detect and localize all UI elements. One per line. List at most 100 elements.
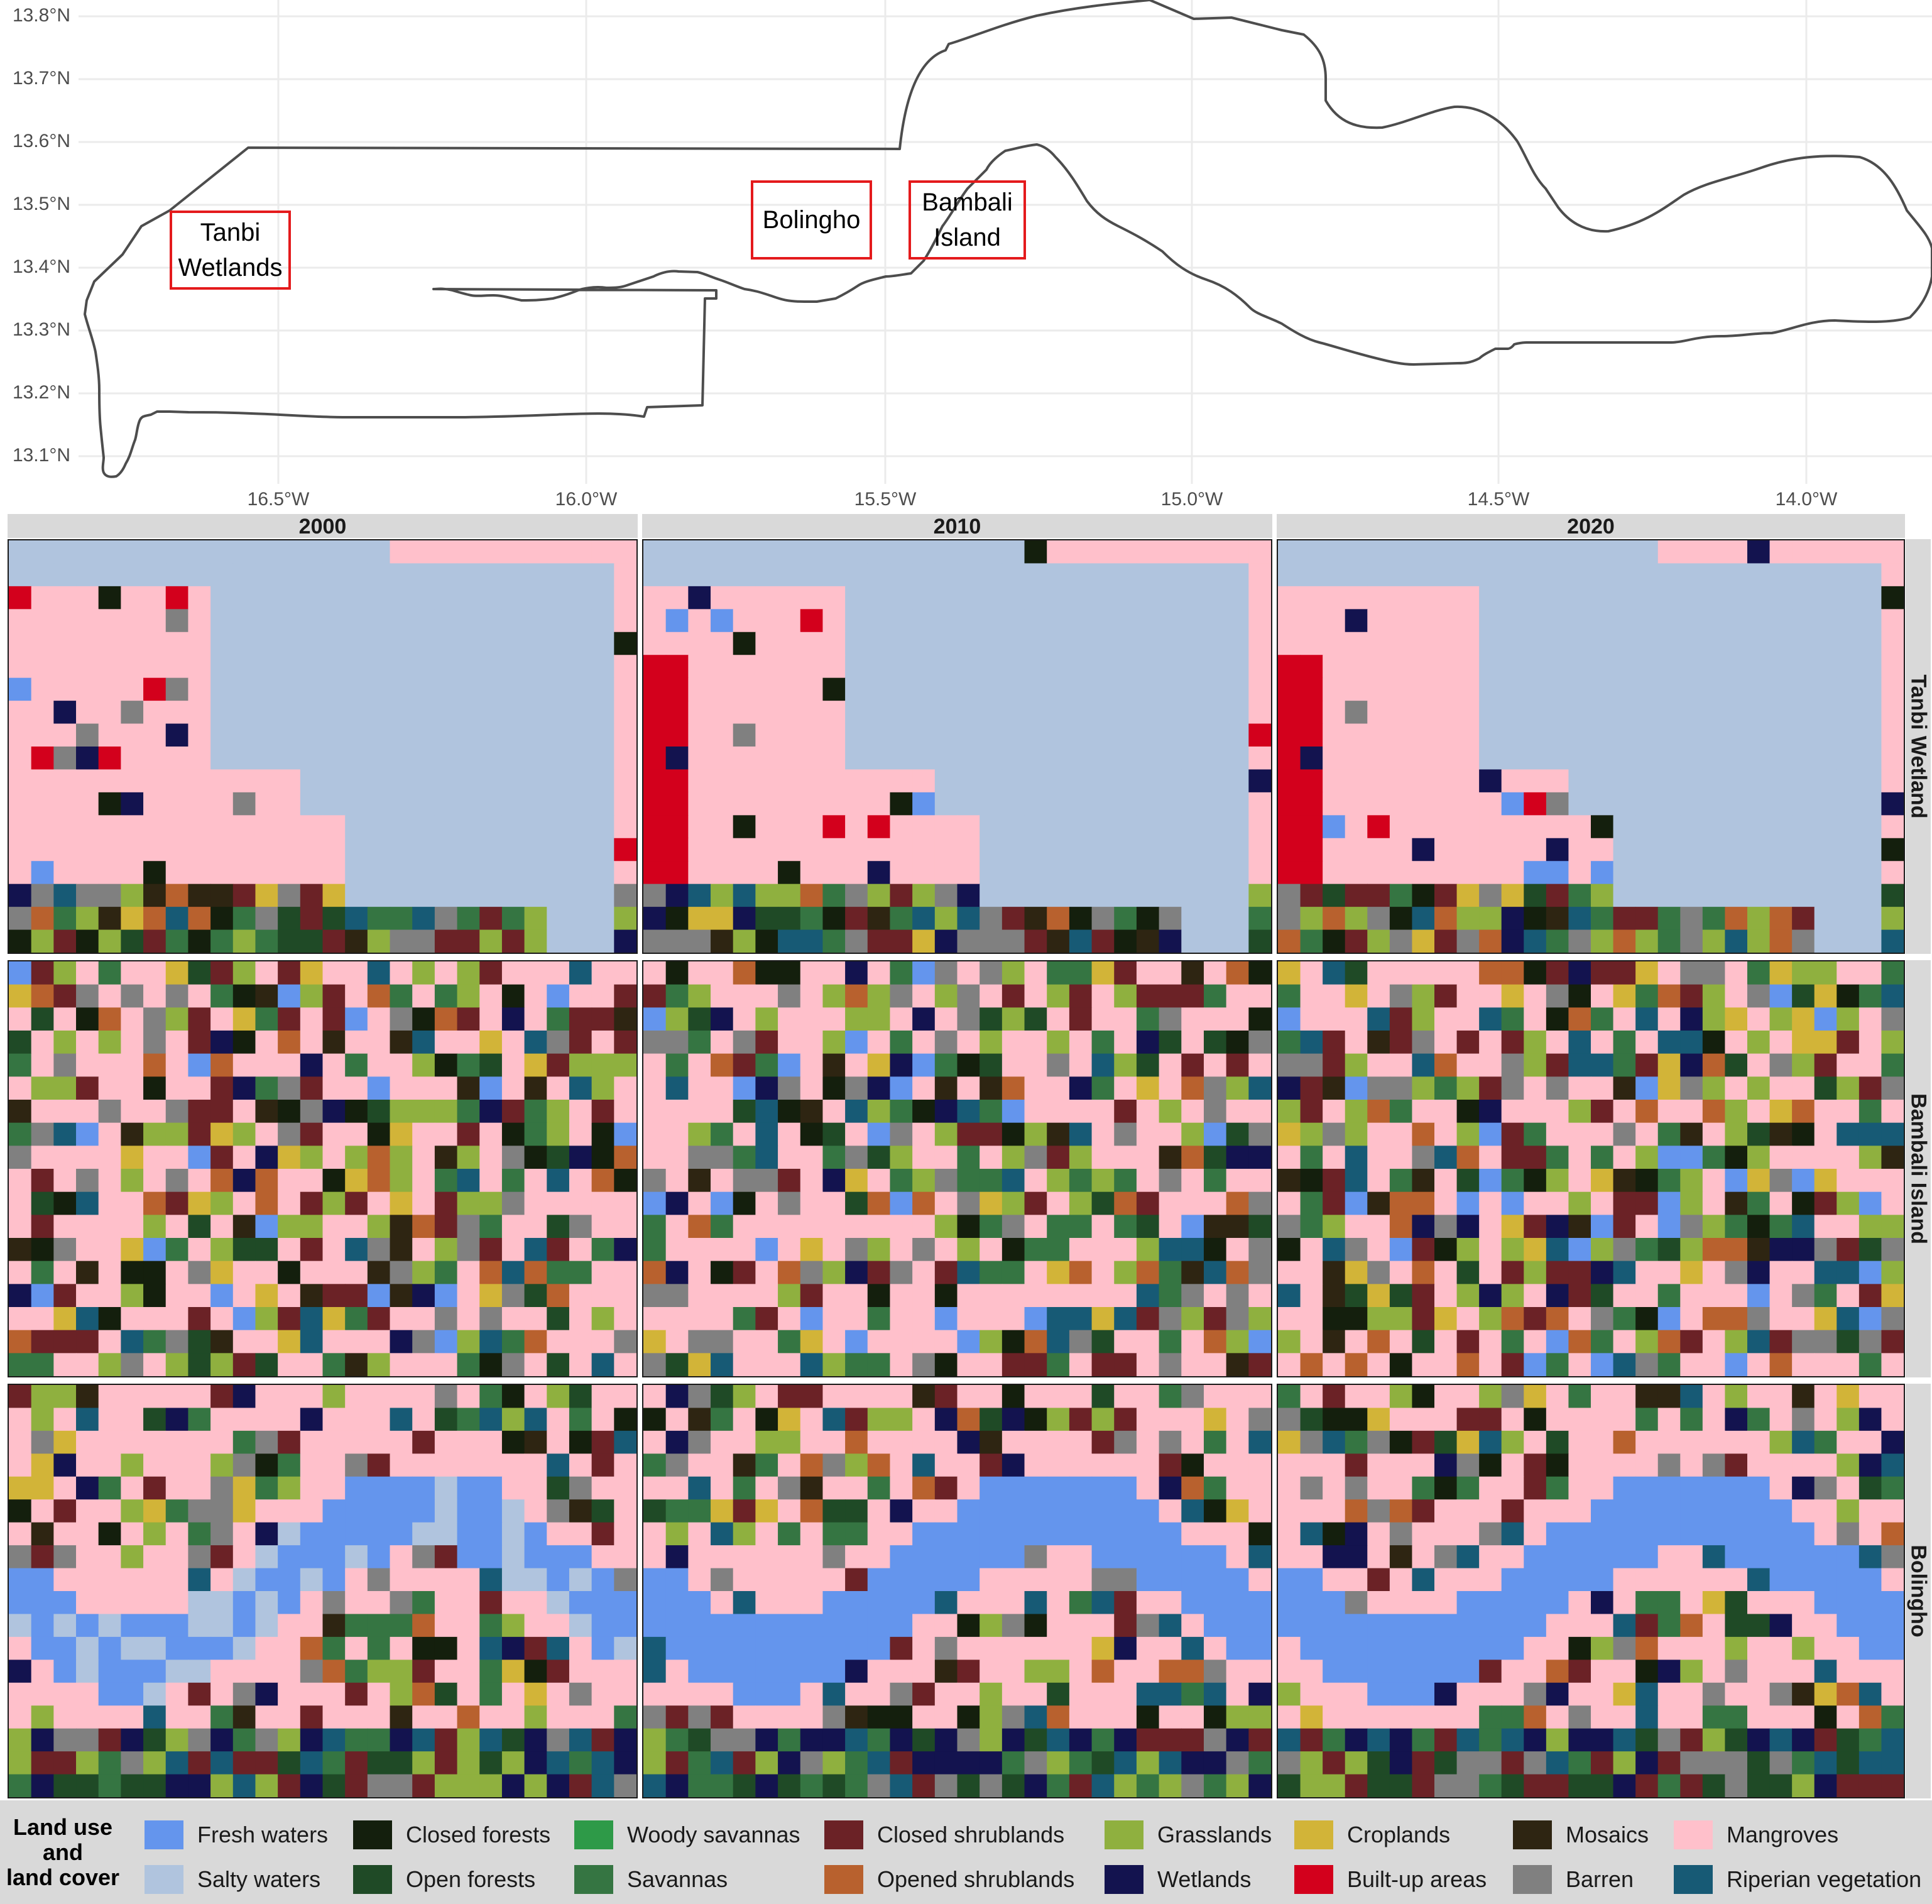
raster-cell (1591, 701, 1614, 725)
raster-cell (1181, 586, 1204, 610)
raster-cell (547, 563, 570, 587)
raster-cell (434, 1307, 458, 1331)
raster-cell (1367, 884, 1390, 907)
raster-cell (1300, 1215, 1323, 1239)
raster-cell (800, 747, 824, 770)
raster-cell (165, 1053, 189, 1078)
raster-cell (31, 1728, 55, 1752)
raster-cell (1181, 1682, 1204, 1706)
raster-cell (479, 1307, 503, 1331)
raster-cell (1769, 1353, 1793, 1376)
raster-cell (1226, 907, 1250, 931)
raster-cell (957, 907, 980, 931)
raster-cell (1323, 1191, 1346, 1216)
raster-cell (434, 1728, 458, 1752)
raster-cell (1047, 1614, 1070, 1638)
raster-cell (278, 1430, 301, 1455)
raster-cell (957, 1053, 980, 1078)
raster-cell (1591, 1238, 1614, 1262)
raster-cell (1434, 1215, 1458, 1239)
raster-cell (1323, 609, 1346, 633)
raster-cell (143, 984, 166, 1009)
raster-cell (688, 1774, 711, 1797)
raster-cell (569, 1682, 592, 1706)
raster-cell (755, 929, 778, 953)
raster-cell (1367, 1728, 1390, 1752)
raster-cell (501, 1476, 525, 1500)
raster-cell (1702, 1453, 1726, 1477)
raster-cell (1367, 1636, 1390, 1661)
raster-cell (1747, 1591, 1771, 1615)
raster-cell (165, 1076, 189, 1100)
raster-cell (300, 1353, 324, 1376)
raster-cell (367, 723, 391, 747)
raster-cell (1367, 1751, 1390, 1775)
raster-cell (31, 984, 55, 1009)
raster-cell (1300, 861, 1323, 885)
legend-label: Mosaics (1566, 1822, 1649, 1847)
raster-cell (665, 1636, 689, 1661)
raster-cell (1568, 1385, 1591, 1409)
raster-cell (1546, 929, 1569, 953)
raster-cell (1546, 1307, 1569, 1331)
raster-cell (1389, 1007, 1413, 1031)
raster-cell (569, 1476, 592, 1500)
raster-cell (1836, 1146, 1860, 1169)
raster-cell (547, 1146, 570, 1169)
raster-cell (1456, 1076, 1480, 1100)
lat-tick: 13.4°N (12, 256, 70, 277)
raster-cell (755, 540, 778, 564)
raster-cell (1203, 1774, 1227, 1797)
raster-cell (643, 677, 667, 701)
raster-cell (1680, 1660, 1703, 1683)
raster-cell (1613, 586, 1636, 610)
raster-cell (890, 1453, 913, 1477)
raster-cell (822, 723, 846, 747)
raster-cell (300, 655, 324, 679)
raster-cell (1412, 1614, 1435, 1638)
raster-cell (390, 723, 413, 747)
raster-cell (1300, 1007, 1323, 1031)
raster-cell (1248, 769, 1271, 793)
raster-cell (1501, 1169, 1524, 1193)
raster-cell (1091, 884, 1115, 907)
raster-cell (1069, 632, 1093, 655)
raster-cell (1635, 861, 1659, 885)
raster-cell (1747, 632, 1771, 655)
raster-cell (53, 609, 77, 633)
raster-cell (934, 929, 958, 953)
raster-cell (1300, 1330, 1323, 1354)
raster-cell (980, 1238, 1003, 1262)
raster-cell (1858, 1215, 1882, 1239)
raster-cell (76, 655, 99, 679)
raster-cell (934, 1705, 958, 1729)
raster-cell (1300, 1774, 1323, 1797)
raster-cell (1635, 1522, 1659, 1546)
raster-cell (1091, 1591, 1115, 1615)
raster-cell (591, 1307, 615, 1331)
raster-cell (800, 1636, 824, 1661)
raster-cell (1524, 1122, 1547, 1147)
raster-cell (934, 792, 958, 816)
raster-cell (1367, 1774, 1390, 1797)
raster-cell (1769, 1705, 1793, 1729)
raster-cell (547, 1261, 570, 1285)
raster-cell (9, 1007, 32, 1031)
raster-cell (9, 1408, 32, 1431)
raster-cell (300, 1545, 324, 1569)
raster-cell (867, 723, 891, 747)
raster-cell (1345, 984, 1368, 1009)
raster-cell (143, 1636, 166, 1661)
raster-cell (1323, 677, 1346, 701)
raster-cell (1792, 1660, 1815, 1683)
raster-cell (524, 1568, 547, 1592)
raster-cell (845, 1728, 868, 1752)
raster-cell (711, 540, 734, 564)
raster-cell (1858, 586, 1882, 610)
raster-cell (1858, 563, 1882, 587)
raster-cell (1001, 769, 1025, 793)
raster-cell (614, 884, 636, 907)
raster-cell (1323, 961, 1346, 985)
raster-cell (1657, 747, 1681, 770)
raster-cell (278, 1307, 301, 1331)
